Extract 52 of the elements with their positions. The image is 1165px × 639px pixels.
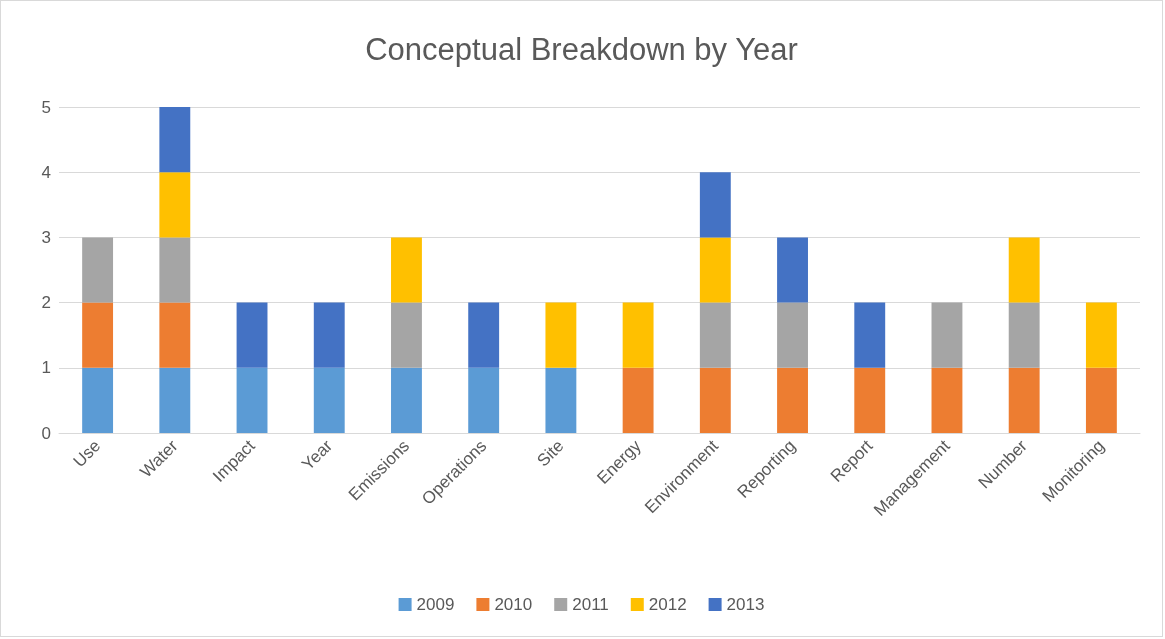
bar	[777, 302, 808, 368]
bar	[1008, 367, 1040, 433]
legend-label: 2011	[572, 595, 609, 614]
bar	[545, 302, 577, 368]
bar	[545, 367, 577, 433]
bar	[159, 237, 191, 303]
bar	[777, 367, 808, 433]
bar	[159, 172, 191, 238]
bar	[854, 302, 886, 368]
bar	[931, 302, 963, 368]
bar	[699, 302, 731, 368]
y-tick-label: 0	[41, 423, 51, 443]
y-tick-label: 2	[41, 293, 51, 313]
bar	[699, 237, 731, 303]
x-tick-label: Year	[298, 436, 337, 474]
legend-label: 2013	[726, 595, 765, 614]
bar	[931, 367, 963, 433]
bar	[622, 302, 654, 368]
bar	[854, 367, 886, 433]
bar	[777, 237, 808, 303]
legend-label: 2012	[648, 595, 687, 614]
y-tick-label: 4	[41, 162, 51, 182]
y-tick-label: 3	[41, 227, 51, 247]
bar	[1008, 302, 1040, 368]
bar	[313, 302, 345, 368]
chart-title: Conceptual Breakdown by Year	[365, 32, 798, 67]
bar	[82, 302, 114, 368]
bar	[159, 367, 191, 433]
x-tick-label: Use	[69, 436, 105, 472]
bar	[82, 367, 114, 433]
bar	[82, 237, 114, 303]
y-tick-label: 5	[41, 97, 51, 117]
legend-label: 2009	[416, 595, 455, 614]
bar	[468, 367, 500, 433]
bar	[391, 237, 422, 303]
x-tick-label: Site	[533, 436, 568, 471]
bar	[236, 367, 268, 433]
bar	[236, 302, 268, 368]
bar	[1008, 237, 1040, 303]
bar	[391, 302, 422, 368]
bar	[1085, 302, 1117, 368]
bar	[622, 367, 654, 433]
bar	[699, 172, 731, 238]
bar	[159, 302, 191, 368]
bar	[391, 367, 422, 433]
bar	[699, 367, 731, 433]
bar	[313, 367, 345, 433]
y-tick-label: 1	[41, 358, 51, 378]
bar	[159, 107, 191, 173]
legend-label: 2010	[494, 595, 533, 614]
bar	[1085, 367, 1117, 433]
bar	[468, 302, 500, 368]
